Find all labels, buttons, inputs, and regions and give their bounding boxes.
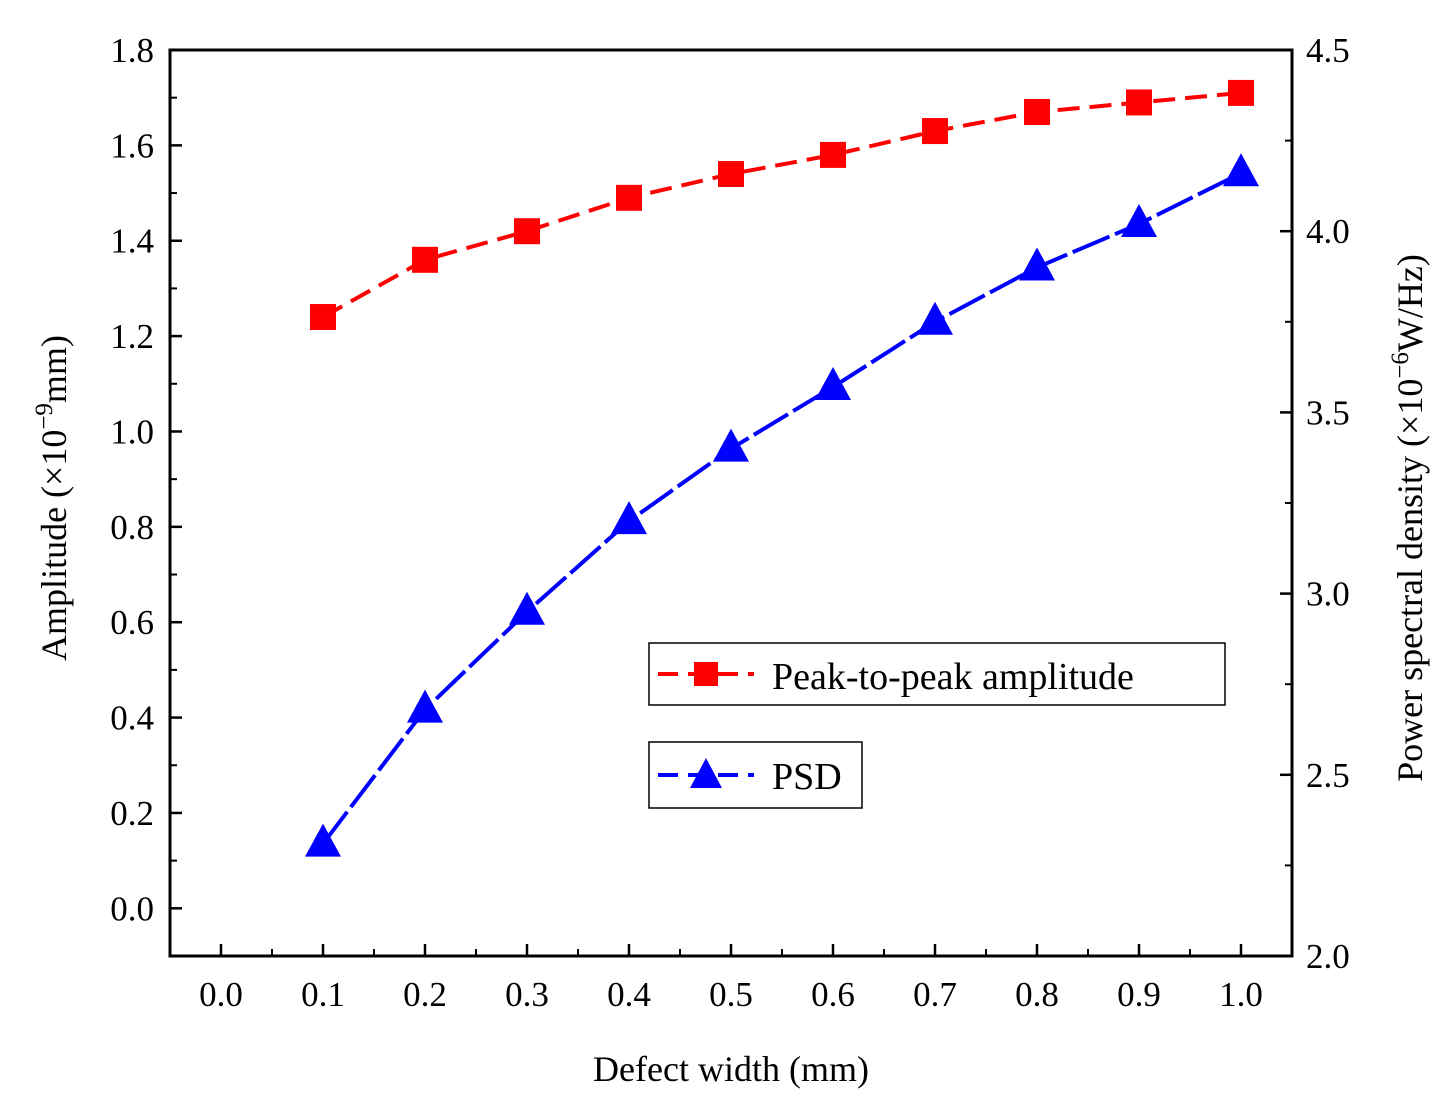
y-tick-label: 0.4 bbox=[110, 699, 154, 738]
x-tick-label: 1.0 bbox=[1219, 975, 1263, 1014]
plot-frame bbox=[168, 48, 1294, 958]
amplitude-point bbox=[310, 304, 336, 331]
amplitude-point bbox=[820, 141, 846, 168]
amplitude-point bbox=[412, 246, 438, 273]
y2-axis-title: Power spectral density (×10−6W/Hz) bbox=[1387, 254, 1430, 782]
psd-point bbox=[1019, 247, 1055, 281]
y2-axis-title-text: Power spectral density (×10 bbox=[1390, 379, 1430, 782]
psd-point bbox=[407, 689, 443, 723]
x-tick-label: 0.1 bbox=[301, 975, 345, 1014]
legend-item-peak-to-peak-amplitude: Peak-to-peak amplitude bbox=[648, 642, 1226, 706]
y2-axis-title-unit: W/Hz) bbox=[1390, 254, 1430, 352]
legend-box bbox=[648, 741, 863, 809]
y2-tick-label: 3.5 bbox=[1306, 393, 1350, 432]
y-tick-label: 0.6 bbox=[110, 603, 154, 642]
amplitude-point bbox=[1228, 79, 1254, 106]
amplitude-point bbox=[514, 218, 540, 245]
x-tick-label: 0.5 bbox=[709, 975, 753, 1014]
psd-point bbox=[509, 591, 545, 625]
x-tick-label: 0.6 bbox=[811, 975, 855, 1014]
legend-label: Peak-to-peak amplitude bbox=[772, 656, 1134, 698]
amplitude-point bbox=[922, 118, 948, 145]
psd-point bbox=[815, 367, 851, 401]
psd-point bbox=[1121, 203, 1157, 237]
y-tick-label: 1.8 bbox=[110, 31, 154, 70]
psd-point bbox=[713, 428, 749, 462]
legend-box bbox=[648, 642, 1226, 706]
y2-axis-title-exponent: −6 bbox=[1387, 352, 1414, 379]
y-tick-label: 1.2 bbox=[110, 317, 154, 356]
x-tick-label: 0.8 bbox=[1015, 975, 1059, 1014]
legend-square-marker bbox=[694, 662, 718, 686]
y-tick-label: 0.0 bbox=[110, 889, 154, 928]
y-tick-label: 1.4 bbox=[110, 222, 154, 261]
y-axis-title-text: Amplitude (×10 bbox=[34, 430, 74, 661]
amplitude-point bbox=[718, 160, 744, 187]
x-tick-label: 0.3 bbox=[505, 975, 549, 1014]
series-layer bbox=[305, 79, 1259, 857]
x-tick-label: 0.9 bbox=[1117, 975, 1161, 1014]
y-tick-label: 0.2 bbox=[110, 794, 154, 833]
y2-tick-label: 4.5 bbox=[1306, 31, 1350, 70]
x-tick-label: 0.4 bbox=[607, 975, 651, 1014]
legend-triangle-marker bbox=[690, 758, 722, 788]
y-axis-title-unit: mm) bbox=[34, 335, 74, 403]
x-tick-label: 0.0 bbox=[199, 975, 243, 1014]
x-axis-title: Defect width (mm) bbox=[593, 1049, 869, 1089]
y-axis-title-exponent: −9 bbox=[31, 403, 58, 430]
amplitude-point bbox=[1024, 98, 1050, 125]
series-line-amplitude bbox=[322, 90, 1242, 319]
y2-tick-label: 2.0 bbox=[1306, 937, 1350, 976]
legend-label: PSD bbox=[772, 756, 842, 798]
y-tick-label: 1.0 bbox=[110, 412, 154, 451]
amplitude-point bbox=[616, 184, 642, 211]
psd-point bbox=[917, 301, 953, 335]
y2-tick-label: 2.5 bbox=[1306, 756, 1350, 795]
y-tick-label: 1.6 bbox=[110, 126, 154, 165]
x-tick-label: 0.2 bbox=[403, 975, 447, 1014]
x-tick-label: 0.7 bbox=[913, 975, 957, 1014]
y2-tick-label: 3.0 bbox=[1306, 575, 1350, 614]
legend-item-psd: PSD bbox=[648, 741, 863, 809]
psd-point bbox=[305, 823, 341, 857]
series-line-psd bbox=[321, 171, 1242, 845]
amplitude-point bbox=[1126, 89, 1152, 116]
tick-labels: 0.0 0.1 0.2 0.3 0.4 0.5 0.6 0.7 0.8 0.9 1.0 0.0 0.2 0… bbox=[110, 31, 1350, 1014]
y-axis-title: Amplitude (×10−9mm) bbox=[31, 335, 74, 661]
psd-point bbox=[1223, 153, 1259, 187]
y2-tick-label: 4.0 bbox=[1306, 212, 1350, 251]
y-tick-label: 0.8 bbox=[110, 508, 154, 547]
psd-point bbox=[611, 501, 647, 535]
